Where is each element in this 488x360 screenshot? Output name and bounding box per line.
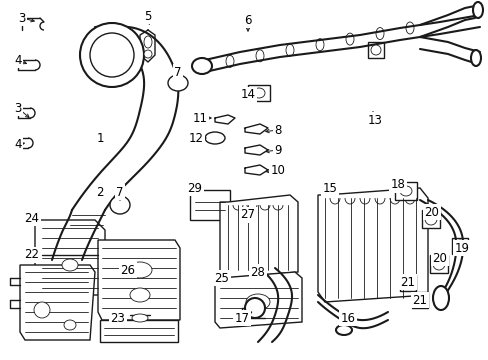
- Text: 2: 2: [96, 185, 103, 198]
- Bar: [100, 320, 178, 342]
- Text: 1: 1: [96, 131, 103, 144]
- Text: 4: 4: [14, 54, 21, 67]
- Text: 22: 22: [24, 248, 40, 261]
- Text: 26: 26: [120, 264, 135, 276]
- Text: 7: 7: [174, 66, 182, 78]
- Polygon shape: [215, 272, 302, 328]
- Ellipse shape: [414, 295, 424, 305]
- Ellipse shape: [424, 213, 436, 225]
- Text: 19: 19: [453, 242, 468, 255]
- Ellipse shape: [128, 262, 152, 278]
- Ellipse shape: [432, 286, 448, 310]
- Text: 13: 13: [367, 113, 382, 126]
- Ellipse shape: [62, 259, 78, 271]
- Text: 10: 10: [270, 163, 285, 176]
- Ellipse shape: [168, 75, 187, 91]
- Text: 15: 15: [322, 181, 337, 194]
- Ellipse shape: [245, 294, 269, 310]
- Ellipse shape: [399, 186, 411, 196]
- Polygon shape: [317, 188, 427, 302]
- Ellipse shape: [143, 50, 152, 58]
- Ellipse shape: [34, 302, 50, 318]
- Ellipse shape: [64, 320, 76, 330]
- Ellipse shape: [252, 88, 264, 98]
- Ellipse shape: [470, 50, 480, 66]
- Text: 21: 21: [400, 275, 415, 288]
- Polygon shape: [20, 265, 95, 340]
- Text: 14: 14: [240, 89, 255, 102]
- Bar: [394, 182, 416, 200]
- Ellipse shape: [110, 196, 130, 214]
- Ellipse shape: [402, 278, 412, 288]
- Text: 11: 11: [192, 112, 207, 125]
- Polygon shape: [98, 240, 180, 320]
- Bar: [399, 275, 415, 291]
- Text: 12: 12: [188, 131, 203, 144]
- Bar: [247, 85, 269, 101]
- Text: 3: 3: [14, 102, 21, 114]
- Ellipse shape: [130, 288, 150, 302]
- Text: 27: 27: [240, 208, 255, 221]
- Ellipse shape: [143, 36, 152, 48]
- Text: 3: 3: [18, 12, 26, 24]
- Text: 7: 7: [116, 185, 123, 198]
- Ellipse shape: [370, 45, 380, 55]
- Bar: [451, 238, 467, 254]
- Ellipse shape: [204, 132, 224, 144]
- Text: 8: 8: [274, 123, 281, 136]
- Text: 5: 5: [144, 9, 151, 22]
- Text: 25: 25: [214, 271, 229, 284]
- Ellipse shape: [335, 325, 351, 335]
- Bar: [367, 42, 383, 58]
- Text: 4: 4: [14, 139, 21, 152]
- Ellipse shape: [192, 58, 212, 74]
- Text: 24: 24: [24, 211, 40, 225]
- Text: 21: 21: [412, 293, 427, 306]
- Ellipse shape: [432, 258, 444, 270]
- Ellipse shape: [454, 240, 464, 252]
- Ellipse shape: [80, 23, 143, 87]
- Text: 9: 9: [274, 144, 281, 157]
- Bar: [421, 210, 439, 228]
- Ellipse shape: [132, 314, 148, 322]
- Bar: [190, 190, 229, 220]
- Ellipse shape: [244, 298, 264, 318]
- Text: 18: 18: [390, 179, 405, 192]
- Polygon shape: [35, 220, 105, 295]
- Ellipse shape: [90, 33, 134, 77]
- Text: 28: 28: [250, 266, 265, 279]
- Text: 20: 20: [424, 206, 439, 219]
- Text: 16: 16: [340, 311, 355, 324]
- Text: 20: 20: [432, 252, 447, 265]
- Polygon shape: [220, 195, 297, 278]
- Ellipse shape: [472, 2, 482, 18]
- Text: 29: 29: [187, 181, 202, 194]
- Text: 17: 17: [234, 311, 249, 324]
- Text: 23: 23: [110, 311, 125, 324]
- Bar: [429, 255, 447, 273]
- Text: 6: 6: [244, 13, 251, 27]
- Bar: [411, 292, 427, 308]
